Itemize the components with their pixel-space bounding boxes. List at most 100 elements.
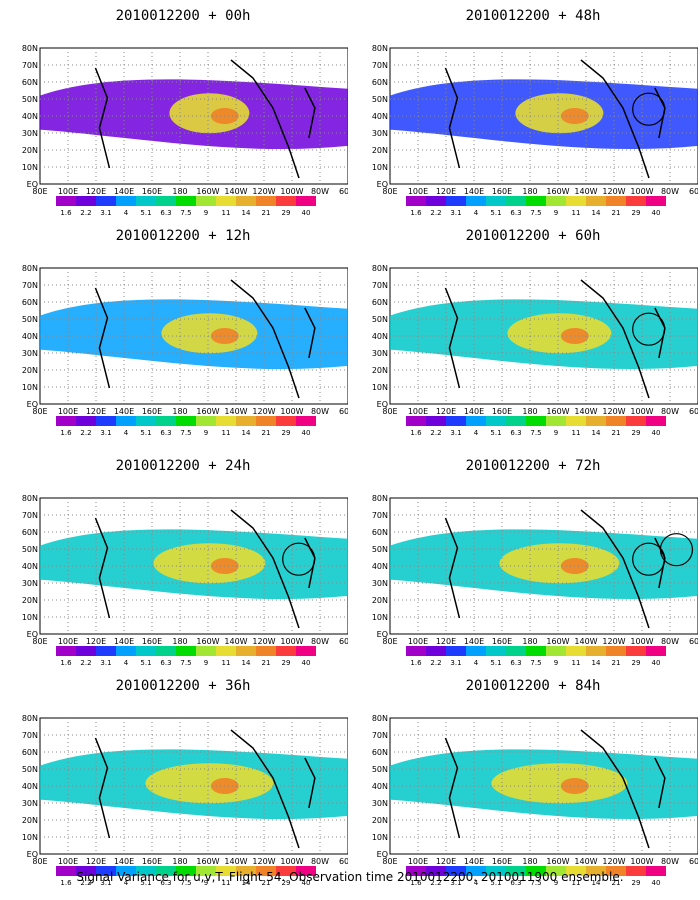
lon-label: 100W — [630, 407, 653, 416]
colorbar-swatch — [446, 196, 466, 206]
lon-label: 120W — [602, 407, 625, 416]
colorbar-swatch — [466, 416, 486, 426]
colorbar-swatch — [236, 416, 256, 426]
lat-label: 40N — [372, 562, 388, 571]
colorbar-label: 4 — [124, 879, 129, 887]
colorbar-swatch — [546, 416, 566, 426]
lat-label: 40N — [372, 332, 388, 341]
lon-label: 180 — [172, 637, 187, 646]
lon-label: 140E — [464, 407, 484, 416]
colorbar-label: 21 — [612, 429, 621, 437]
colorbar-label: 5.1 — [140, 209, 151, 217]
lat-label: EQ — [27, 180, 38, 189]
lon-label: 160E — [142, 637, 162, 646]
lon-label: 160W — [546, 637, 569, 646]
colorbar-swatch — [96, 196, 116, 206]
lat-label: EQ — [377, 400, 388, 409]
lat-label: 40N — [22, 332, 38, 341]
colorbar-swatch — [196, 646, 216, 656]
colorbar-swatch — [136, 196, 156, 206]
colorbar-swatch — [486, 646, 506, 656]
colorbar-swatch — [256, 646, 276, 656]
colorbar-swatch — [236, 866, 256, 876]
colorbar-swatch — [606, 866, 626, 876]
colorbar-swatch — [56, 866, 76, 876]
colorbar-swatch — [136, 646, 156, 656]
colorbar-label: 11 — [222, 659, 231, 667]
lon-label: 180 — [522, 187, 537, 196]
colorbar-label: 3.1 — [450, 429, 461, 437]
lon-label: 140E — [464, 637, 484, 646]
colorbar-label: 40 — [302, 429, 311, 437]
lat-label: 30N — [22, 129, 38, 138]
colorbar-label: 3.1 — [100, 879, 111, 887]
colorbar-label: 7.5 — [180, 209, 191, 217]
lat-label: 40N — [22, 782, 38, 791]
lat-label: EQ — [27, 400, 38, 409]
colorbar-label: 40 — [302, 879, 311, 887]
lat-label: 30N — [22, 349, 38, 358]
colorbar-label: 14 — [242, 659, 251, 667]
lon-label: 60W — [689, 857, 698, 866]
lon-label: 100E — [58, 187, 78, 196]
colorbar-swatch — [606, 196, 626, 206]
map-panel: 2010012200 + 72h EQ 10N 20N 30N 40N 50N 60N 70N 8… — [368, 458, 698, 673]
colorbar-label: 1.6 — [410, 659, 422, 667]
colorbar-label: 5.1 — [490, 209, 501, 217]
variance-core — [153, 543, 266, 584]
colorbar-label: 29 — [282, 659, 291, 667]
lon-label: 120W — [252, 857, 275, 866]
colorbar-label: 1.6 — [60, 659, 72, 667]
colorbar-swatch — [276, 196, 296, 206]
colorbar-swatch — [486, 416, 506, 426]
colorbar-label: 6.3 — [160, 879, 171, 887]
colorbar-swatch — [156, 416, 176, 426]
variance-map: EQ 10N 20N 30N 40N 50N 60N 70N 80N 80E 100E 120E 140… — [22, 44, 348, 217]
lat-label: 20N — [372, 816, 388, 825]
lon-label: 60W — [339, 637, 348, 646]
colorbar-swatch — [486, 866, 506, 876]
colorbar-label: 11 — [572, 879, 581, 887]
colorbar-swatch — [56, 646, 76, 656]
lon-label: 100E — [58, 857, 78, 866]
colorbar-swatch — [466, 196, 486, 206]
colorbar-swatch — [426, 646, 446, 656]
lat-label: 20N — [372, 366, 388, 375]
lon-label: 80E — [32, 187, 47, 196]
lat-label: 20N — [22, 816, 38, 825]
lon-label: 100E — [408, 187, 428, 196]
lon-label: 80E — [382, 407, 397, 416]
lat-label: 10N — [372, 833, 388, 842]
lon-label: 100W — [280, 637, 303, 646]
map-panel: 2010012200 + 84h EQ 10N 20N 30N 40N 50N 60N 70N 8… — [368, 678, 698, 893]
lon-label: 160W — [546, 857, 569, 866]
lon-label: 160E — [142, 187, 162, 196]
lat-label: EQ — [27, 630, 38, 639]
colorbar-label: 21 — [612, 209, 621, 217]
variance-map: EQ 10N 20N 30N 40N 50N 60N 70N 80N 80E 100E 120E 140… — [372, 494, 698, 667]
lon-label: 160E — [492, 637, 512, 646]
variance-core — [507, 313, 612, 354]
target-circle — [659, 533, 694, 567]
lon-label: 140W — [224, 407, 247, 416]
lon-label: 60W — [339, 407, 348, 416]
lat-label: 60N — [22, 298, 38, 307]
lon-label: 80W — [661, 637, 679, 646]
lat-label: 70N — [372, 731, 388, 740]
colorbar-swatch — [76, 646, 96, 656]
lat-label: 10N — [372, 163, 388, 172]
lat-label: 20N — [22, 596, 38, 605]
colorbar-swatch — [156, 646, 176, 656]
colorbar-label: 6.3 — [510, 209, 521, 217]
panel-title: 2010012200 + 12h — [115, 228, 251, 244]
lon-label: 120E — [86, 407, 106, 416]
colorbar-label: 21 — [262, 659, 271, 667]
lat-label: 60N — [372, 78, 388, 87]
colorbar-swatch — [446, 416, 466, 426]
lon-label: 120E — [436, 857, 456, 866]
colorbar-label: 29 — [632, 879, 641, 887]
colorbar-swatch — [256, 866, 276, 876]
colorbar-label: 40 — [302, 659, 311, 667]
colorbar-label: 1.6 — [60, 429, 72, 437]
colorbar-swatch — [566, 196, 586, 206]
